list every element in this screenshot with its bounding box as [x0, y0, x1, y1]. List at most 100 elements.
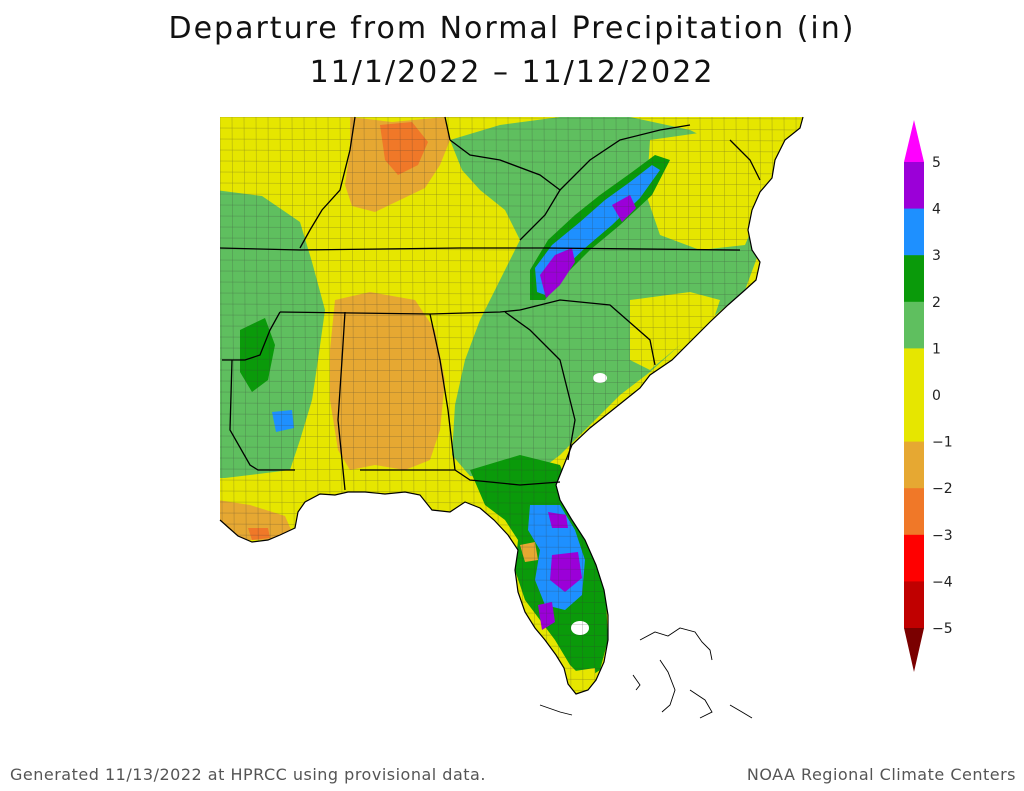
county-line	[220, 215, 803, 219]
field-la-coast-tan	[220, 500, 292, 540]
legend-label: 4	[932, 202, 941, 218]
precip-field	[220, 117, 803, 694]
island-andros	[659, 659, 676, 713]
county-line	[220, 281, 803, 285]
county-line	[220, 589, 803, 593]
county-line	[220, 655, 803, 659]
county-line	[567, 117, 572, 694]
footer-generated-note: Generated 11/13/2022 at HPRCC using prov…	[10, 765, 486, 784]
field-fl-keys-yellow	[568, 668, 596, 694]
legend-label: 5	[932, 155, 941, 171]
county-line	[220, 259, 803, 263]
county-line	[220, 237, 803, 241]
county-line	[220, 578, 803, 582]
boundary-ar-la	[222, 311, 281, 361]
county-line	[579, 117, 584, 694]
boundary-ga-sc	[504, 311, 576, 461]
legend-arrow-bottom	[904, 628, 924, 672]
county-line	[220, 314, 803, 318]
legend-label: 2	[932, 295, 941, 311]
field-la-coast-orange	[248, 528, 270, 540]
county-line	[759, 117, 764, 694]
footer-credit: NOAA Regional Climate Centers	[746, 765, 1016, 784]
county-line	[795, 117, 800, 694]
county-line	[555, 117, 560, 694]
county-line	[220, 193, 803, 197]
field-ridge-purple-north	[612, 195, 636, 222]
island-grand-bahama	[639, 627, 713, 661]
county-line	[220, 556, 803, 560]
county-line	[220, 303, 803, 307]
legend-bin	[904, 348, 924, 396]
state-boundaries	[219, 116, 761, 491]
boundary-tn-north	[219, 247, 741, 251]
field-fl-purple-central	[550, 552, 582, 592]
legend-arrow-top	[904, 120, 924, 162]
county-line	[220, 545, 803, 549]
color-legend: 5 4 3 2 1 0 −1 −2 −3 −4 −5	[904, 120, 953, 672]
legend-bin	[904, 208, 924, 256]
coastline	[219, 116, 804, 695]
county-line	[591, 117, 596, 694]
boundary-wv-va	[559, 124, 691, 191]
island-keys	[539, 704, 573, 716]
legend-bin	[904, 441, 924, 489]
lake-okeechobee	[571, 621, 589, 635]
legend-label: −1	[932, 435, 953, 451]
county-line	[543, 117, 548, 694]
map-title: Departure from Normal Precipitation (in)	[168, 11, 856, 46]
legend-label: −3	[932, 528, 953, 544]
county-line	[531, 117, 536, 694]
county-line	[220, 117, 803, 120]
legend-bin	[904, 162, 924, 210]
county-line	[220, 666, 803, 670]
boundary-ky-wv-va	[449, 139, 561, 241]
legend-label: −5	[932, 621, 953, 637]
county-line	[220, 600, 803, 604]
boundary-in-oh	[444, 116, 451, 141]
legend-label: 0	[932, 388, 941, 404]
boundary-la-ms	[229, 359, 295, 471]
field-va-yellow	[648, 125, 790, 250]
county-line	[220, 633, 803, 637]
legend-bin	[904, 581, 924, 629]
boundary-al-ga	[429, 313, 456, 471]
island-exuma	[729, 704, 753, 719]
legend-label: −4	[932, 574, 953, 590]
county-line	[220, 127, 803, 131]
boundary-ms-al	[337, 311, 346, 491]
county-line	[519, 117, 524, 694]
county-line	[220, 182, 803, 186]
county-line	[220, 622, 803, 626]
county-line	[220, 611, 803, 615]
county-line	[220, 138, 803, 142]
legend-bin	[904, 255, 924, 303]
county-line	[220, 226, 803, 230]
county-line	[220, 644, 803, 648]
county-line	[220, 688, 803, 692]
field-ridge-purple-south	[540, 248, 575, 298]
county-line	[220, 270, 803, 274]
boundary-tn-south	[279, 309, 521, 315]
legend-bin	[904, 488, 924, 536]
county-line	[220, 567, 803, 571]
county-line	[220, 171, 803, 175]
county-line	[220, 149, 803, 153]
field-ms-darkgreen	[240, 318, 275, 392]
legend-bin	[904, 395, 924, 443]
county-line	[215, 700, 810, 702]
field-nc-coast-yellow	[630, 292, 720, 370]
county-line	[220, 160, 803, 164]
legend-label: 1	[932, 341, 941, 357]
county-line	[220, 677, 803, 681]
lake-marion	[593, 373, 607, 383]
map-date-range: 11/1/2022 – 11/12/2022	[309, 55, 715, 90]
county-line	[771, 117, 776, 694]
legend-label: −2	[932, 481, 953, 497]
legend-bin	[904, 301, 924, 349]
island-bimini	[632, 674, 641, 691]
island-eleuthera	[689, 689, 713, 719]
boundary-fl-north	[360, 469, 561, 486]
boundary-md-de	[729, 139, 761, 181]
